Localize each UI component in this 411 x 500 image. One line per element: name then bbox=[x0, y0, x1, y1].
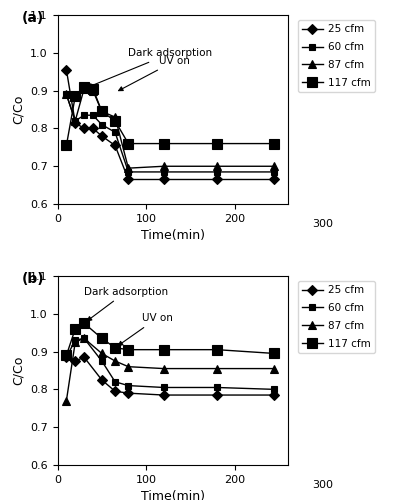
Legend: 25 cfm, 60 cfm, 87 cfm, 117 cfm: 25 cfm, 60 cfm, 87 cfm, 117 cfm bbox=[298, 281, 375, 353]
Y-axis label: C/Co: C/Co bbox=[12, 356, 25, 385]
Text: (a): (a) bbox=[22, 11, 44, 25]
Text: (b): (b) bbox=[22, 272, 44, 286]
Text: UV on: UV on bbox=[118, 313, 173, 346]
Text: Dark adsorption: Dark adsorption bbox=[88, 48, 212, 88]
Text: 300: 300 bbox=[313, 480, 334, 490]
X-axis label: Time(min): Time(min) bbox=[141, 230, 205, 242]
Text: Dark adsorption: Dark adsorption bbox=[84, 286, 168, 321]
X-axis label: Time(min): Time(min) bbox=[141, 490, 205, 500]
Text: 300: 300 bbox=[313, 219, 334, 229]
Text: UV on: UV on bbox=[119, 56, 190, 90]
Y-axis label: C/Co: C/Co bbox=[12, 95, 25, 124]
Legend: 25 cfm, 60 cfm, 87 cfm, 117 cfm: 25 cfm, 60 cfm, 87 cfm, 117 cfm bbox=[298, 20, 375, 92]
